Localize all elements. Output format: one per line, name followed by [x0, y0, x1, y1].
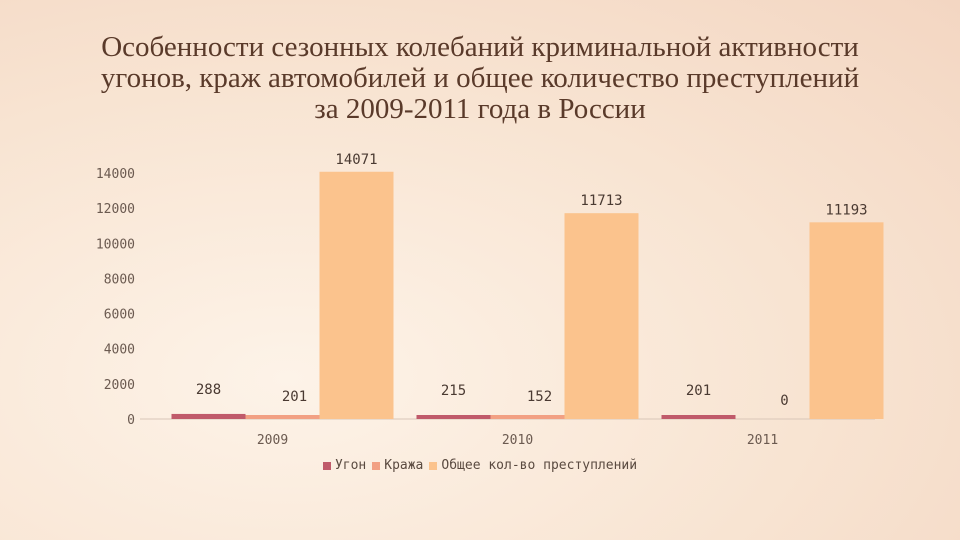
bar-Общее кол-во преступлений-2010 — [564, 213, 639, 419]
bar-Общее кол-во преступлений-2011 — [809, 222, 884, 419]
y-tick-label: 8000 — [104, 272, 135, 287]
legend-swatch — [372, 461, 381, 470]
data-label: 201 — [686, 383, 711, 399]
data-label: 14071 — [335, 152, 377, 168]
legend-label: Кража — [384, 458, 424, 473]
bar-Угон-2010 — [416, 415, 491, 419]
y-tick-label: 4000 — [104, 343, 135, 358]
bar-Общее кол-во преступлений-2009 — [319, 171, 394, 419]
data-label: 288 — [196, 382, 221, 398]
legend-item: Общее кол-во преступлений — [429, 458, 637, 473]
chart-title: Особенности сезонных колебаний криминаль… — [60, 32, 900, 125]
title-line-3: за 2009-2011 года в России — [314, 93, 646, 125]
y-tick-label: 10000 — [96, 237, 135, 252]
legend-item: Кража — [372, 458, 423, 473]
data-label: 0 — [780, 393, 788, 409]
title-line-1: Особенности сезонных колебаний криминаль… — [101, 31, 859, 63]
y-tick-label: 2000 — [104, 378, 135, 393]
legend-swatch — [322, 461, 331, 470]
bar-Угон-2011 — [661, 415, 736, 419]
y-tick-label: 12000 — [96, 202, 135, 217]
legend-item: Угон — [322, 458, 367, 473]
bar-Кража-2009 — [245, 415, 320, 419]
legend-label: Угон — [334, 458, 367, 473]
title-line-2: угонов, краж автомобилей и общее количес… — [100, 62, 860, 94]
legend-label: Общее кол-во преступлений — [441, 458, 638, 473]
bar-Кража-2010 — [490, 415, 565, 419]
data-label: 11193 — [825, 202, 867, 218]
chart-legend: Угон Кража Общее кол-во преступлений — [0, 458, 960, 473]
y-tick-label: 6000 — [104, 308, 135, 323]
x-tick-label: 2009 — [257, 433, 288, 448]
data-label: 215 — [441, 383, 466, 399]
x-tick-label: 2010 — [502, 433, 533, 448]
y-tick-label: 14000 — [96, 167, 135, 182]
y-tick-label: 0 — [127, 413, 135, 428]
data-label: 11713 — [580, 193, 622, 209]
data-label: 152 — [527, 389, 552, 405]
x-tick-label: 2011 — [747, 433, 778, 448]
bar-Угон-2009 — [171, 413, 246, 419]
legend-swatch — [429, 461, 438, 470]
data-label: 201 — [282, 389, 307, 405]
